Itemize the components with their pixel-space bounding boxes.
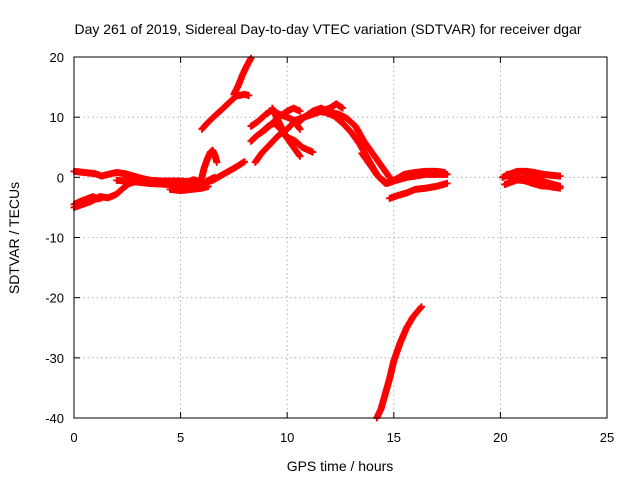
- y-tick-label: 10: [50, 110, 64, 125]
- y-axis-label: SDTVAR / TECUs: [6, 182, 22, 294]
- data-series-trace-5: [166, 182, 212, 195]
- data-series-trace-6: [194, 146, 221, 187]
- plot-area: [70, 54, 564, 422]
- chart-title: Day 261 of 2019, Sidereal Day-to-day VTE…: [74, 21, 581, 37]
- axis-ticks: [73, 56, 608, 419]
- data-point-marker: [309, 148, 317, 156]
- y-tick-label: -10: [45, 231, 64, 246]
- x-tick-label: 0: [70, 430, 77, 445]
- y-tick-label: -40: [45, 411, 64, 426]
- data-point-marker: [418, 303, 426, 311]
- data-series-trace-3: [70, 193, 106, 208]
- data-series-trace-16: [358, 149, 451, 187]
- data-series-trace-18: [373, 303, 426, 422]
- x-tick-labels: 0 5 10 15 20 25: [70, 430, 614, 445]
- data-point-marker: [417, 304, 425, 312]
- x-tick-label: 5: [177, 430, 184, 445]
- data-point-marker: [296, 125, 304, 133]
- x-tick-label: 20: [493, 430, 507, 445]
- y-tick-label: -20: [45, 291, 64, 306]
- y-tick-label: -30: [45, 351, 64, 366]
- data-point-marker: [247, 54, 255, 62]
- grid-lines: [74, 57, 607, 418]
- x-tick-label: 25: [600, 430, 614, 445]
- data-point-marker: [296, 152, 304, 160]
- data-series-trace-13: [258, 119, 304, 160]
- data-point-marker: [213, 158, 221, 166]
- data-point-marker: [443, 179, 451, 187]
- data-point-marker: [241, 158, 249, 166]
- data-point-marker: [556, 172, 564, 180]
- y-tick-labels: -40 -30 -20 -10 0 10 20: [45, 50, 64, 426]
- data-point-marker: [245, 92, 253, 100]
- x-axis-label: GPS time / hours: [287, 458, 394, 474]
- data-series-trace-17: [386, 179, 451, 202]
- y-tick-label: 20: [50, 50, 64, 65]
- x-tick-label: 15: [387, 430, 401, 445]
- data-point-marker: [443, 170, 451, 178]
- data-series-trace-7: [198, 90, 253, 133]
- data-series-trace-8: [230, 54, 255, 98]
- data-series-trace-22: [503, 170, 562, 190]
- data-point-marker: [204, 182, 212, 190]
- data-point-marker: [339, 104, 347, 112]
- data-point-marker: [211, 173, 219, 181]
- x-tick-label: 10: [280, 430, 294, 445]
- data-point-marker: [554, 182, 562, 190]
- y-tick-label: 0: [57, 170, 64, 185]
- data-point-marker: [296, 107, 304, 115]
- data-point-marker: [98, 194, 106, 202]
